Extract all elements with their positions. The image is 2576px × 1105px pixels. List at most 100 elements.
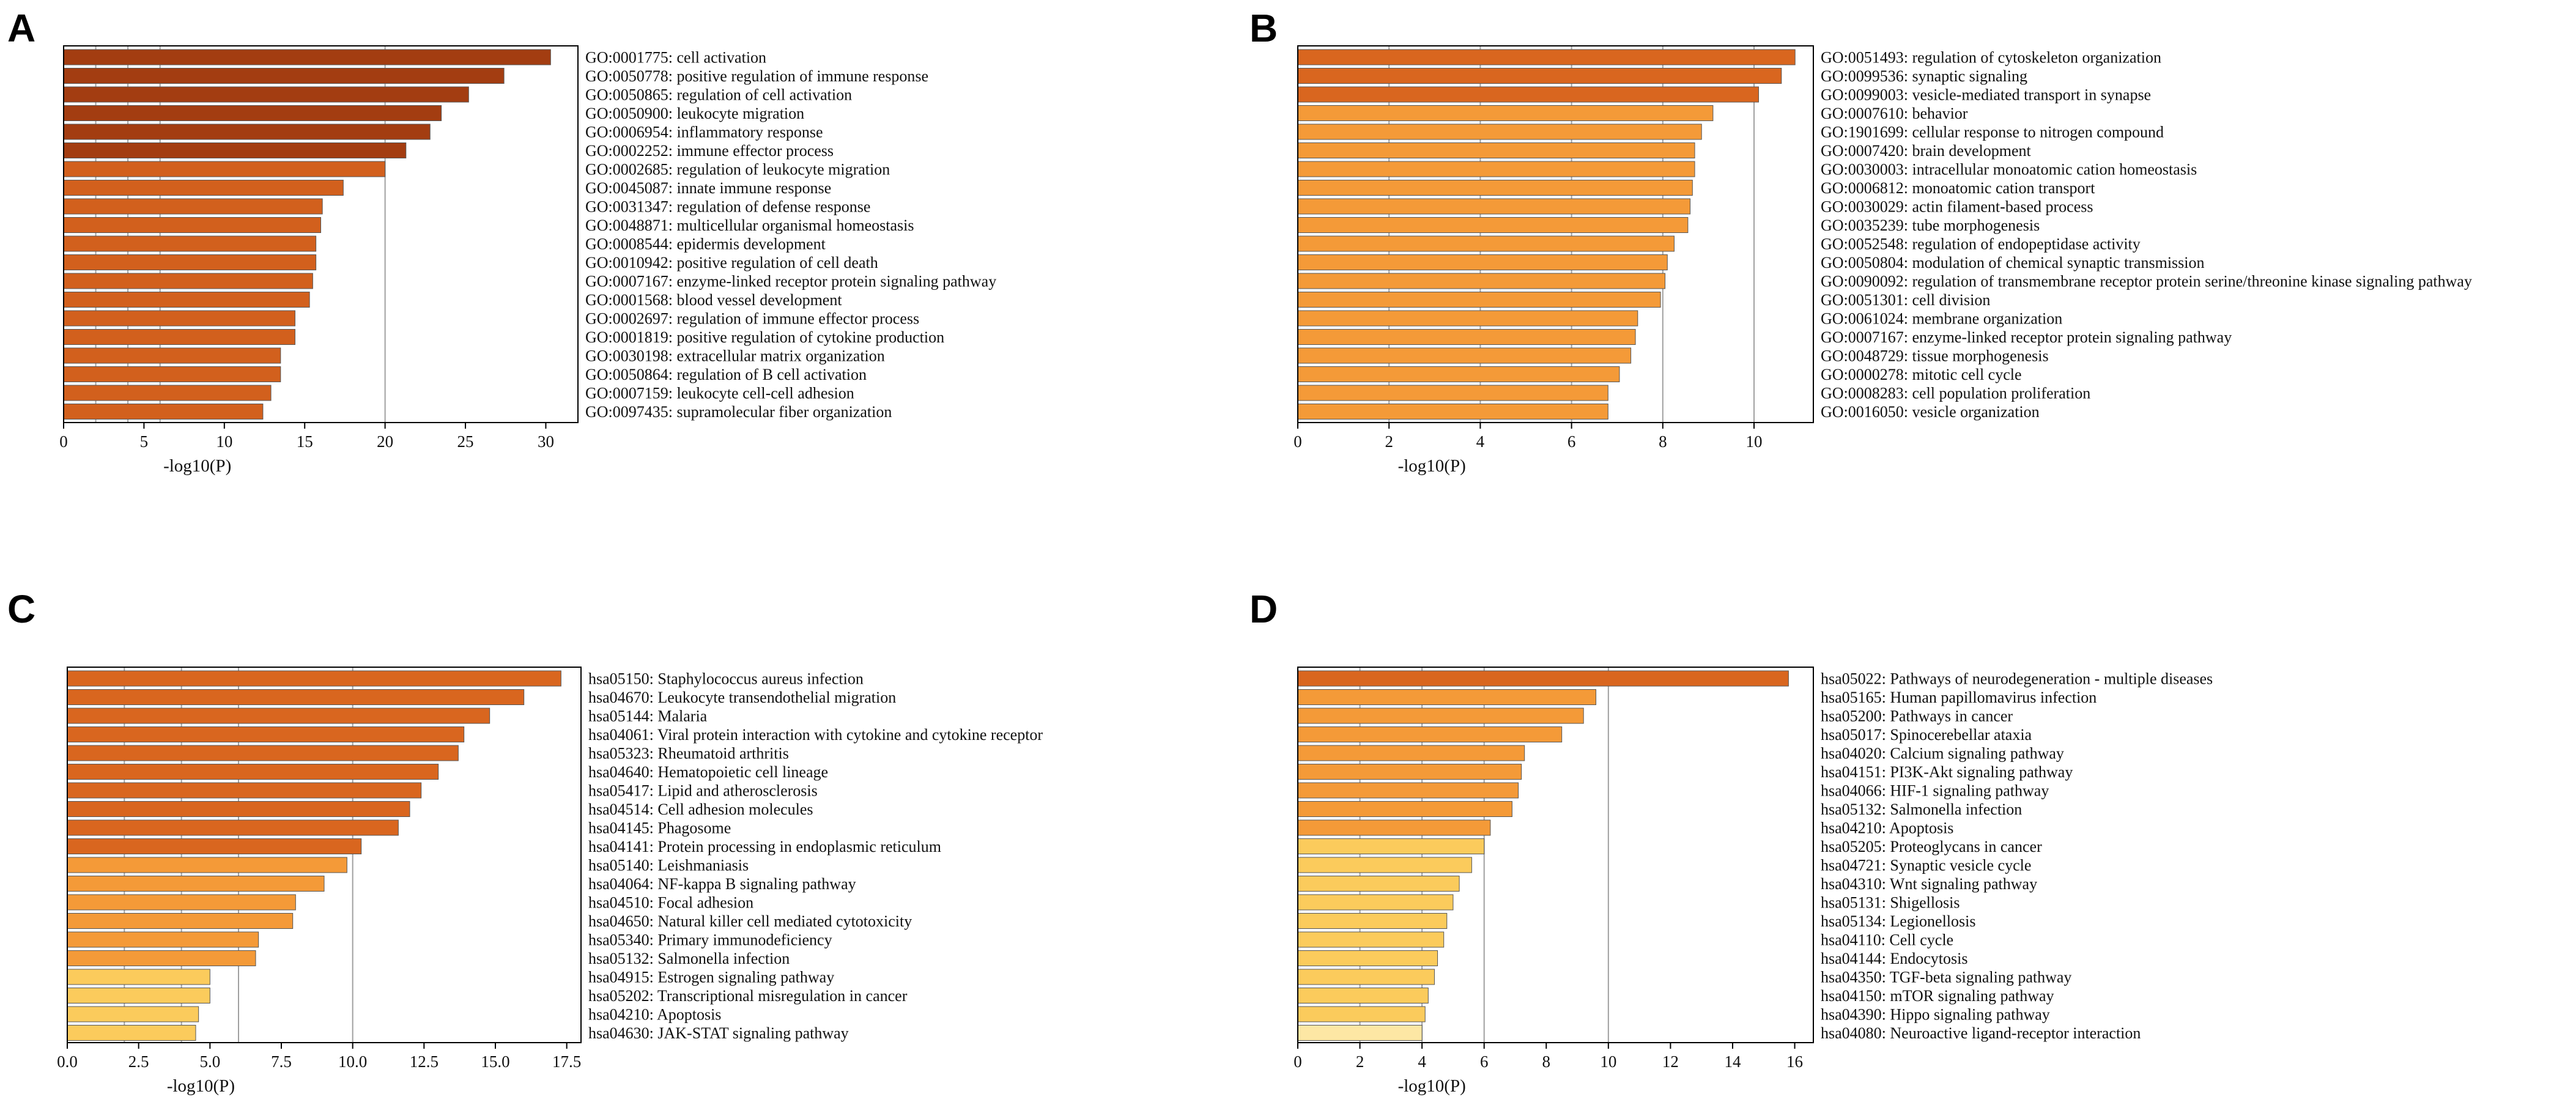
plot-frame [1297,667,1814,1043]
bar [1297,68,1782,84]
x-tick-label: 0 [1294,432,1302,451]
category-label: GO:0006954: inflammatory response [585,124,823,141]
x-tick-label: 16 [1786,1052,1803,1071]
category-label: GO:0007167: enzyme-linked receptor prote… [585,273,996,290]
bar [67,801,410,817]
category-label: GO:1901699: cellular response to nitroge… [1821,124,2164,141]
x-axis-label: -log10(P) [1398,1076,1466,1096]
category-label: GO:0030029: actin filament-based process [1821,198,2093,216]
category-label: GO:0007159: leukocyte cell-cell adhesion [585,385,854,402]
category-label: hsa04145: Phagosome [588,819,731,837]
bar [63,49,551,65]
category-label: GO:0099003: vesicle-mediated transport i… [1821,86,2151,104]
bar [63,329,295,345]
bar [63,161,386,177]
bar [1297,988,1429,1003]
category-label: hsa05132: Salmonella infection [1821,800,2022,818]
bar [1297,142,1695,158]
category-label: hsa05017: Spinocerebellar ataxia [1821,726,2032,744]
category-label: GO:0008544: epidermis development [585,235,826,253]
bar [1297,1025,1423,1041]
x-tick-label: 20 [377,432,393,451]
category-label: GO:0048871: multicellular organismal hom… [585,216,914,234]
x-tick-label: 8 [1659,432,1667,451]
category-label: GO:0052548: regulation of endopeptidase … [1821,235,2141,253]
bar [1297,876,1460,892]
category-label: hsa04310: Wnt signaling pathway [1821,875,2037,893]
bar [1297,931,1445,948]
bar [63,385,272,401]
category-label: GO:0050865: regulation of cell activatio… [585,86,852,104]
bar [1297,235,1675,252]
x-tick-label: 8 [1542,1052,1551,1071]
bar [63,124,431,140]
bar [1297,894,1454,911]
bar [63,404,264,419]
x-tick-label: 12.5 [410,1052,439,1071]
x-tick-label: 5 [140,432,149,451]
category-label: hsa04514: Cell adhesion molecules [588,800,813,818]
bar [67,876,325,892]
bar [1297,292,1661,308]
category-label: GO:0051301: cell division [1821,291,1990,309]
bar [1297,913,1448,929]
bar [63,198,323,215]
category-label: hsa05200: Pathways in cancer [1821,708,2013,725]
bar [67,782,422,799]
x-tick-label: 25 [457,432,474,451]
bar [1297,217,1689,233]
x-tick-label: 10 [1746,432,1763,451]
category-label: GO:0045087: innate immune response [585,179,831,197]
x-tick-label: 14 [1724,1052,1741,1071]
bar [1297,86,1759,103]
x-tick-label: 7.5 [271,1052,292,1071]
category-label: hsa05140: Leishmaniasis [588,857,749,874]
panel-d: D hsa05022: Pathways of neurodegeneratio… [1249,587,2213,1096]
bar [1297,1006,1426,1022]
category-label: GO:0008283: cell population proliferatio… [1821,385,2090,402]
category-label: hsa04915: Estrogen signaling pathway [588,969,834,986]
category-label: GO:0002685: regulation of leukocyte migr… [585,161,890,179]
category-label: hsa04151: PI3K-Akt signaling pathway [1821,763,2073,781]
category-label: GO:0007610: behavior [1821,105,1968,122]
category-label: GO:0001568: blood vessel development [585,291,842,309]
bar [1297,347,1632,364]
category-label: hsa04350: TGF-beta signaling pathway [1821,969,2071,986]
x-tick-label: 2 [1356,1052,1364,1071]
category-label: hsa05144: Malaria [588,708,708,725]
bar [63,292,310,308]
bar [67,670,561,687]
category-label: hsa04640: Hematopoietic cell lineage [588,763,828,781]
x-tick-label: 15 [297,432,313,451]
bar [63,235,317,252]
bar [1297,745,1525,761]
category-label: GO:0001819: positive regulation of cytok… [585,328,944,346]
bar [63,273,313,289]
category-label: GO:0016050: vesicle organization [1821,403,2040,421]
category-label: hsa05205: Proteoglycans in cancer [1821,838,2042,856]
category-label: hsa04510: Focal adhesion [588,894,753,912]
category-label: hsa04150: mTOR signaling pathway [1821,987,2054,1005]
panel-a: A GO:0001775: cell activationGO:0050778:… [7,6,996,476]
x-tick-label: 10.0 [338,1052,367,1071]
category-label: GO:0050900: leukocyte migration [585,105,804,122]
plot-frame [63,45,579,423]
x-tick-label: 6 [1480,1052,1489,1071]
category-label: GO:0002697: regulation of immune effecto… [585,310,919,328]
category-label: GO:0007167: enzyme-linked receptor prote… [1821,328,2232,346]
category-label: hsa04210: Apoptosis [1821,819,1953,837]
category-label: GO:0002252: immune effector process [585,142,834,160]
bar [67,988,210,1003]
x-tick-label: 0 [59,432,68,451]
x-tick-label: 6 [1567,432,1576,451]
bar [1297,198,1691,215]
category-label: hsa04110: Cell cycle [1821,931,1953,949]
bar [67,931,259,948]
bar [63,68,505,84]
category-label: hsa05132: Salmonella infection [588,950,790,967]
bar [63,180,344,196]
bar [1297,385,1608,401]
category-label: GO:0050804: modulation of chemical synap… [1821,254,2205,272]
bar [1297,801,1512,817]
x-tick-label: 5.0 [199,1052,220,1071]
